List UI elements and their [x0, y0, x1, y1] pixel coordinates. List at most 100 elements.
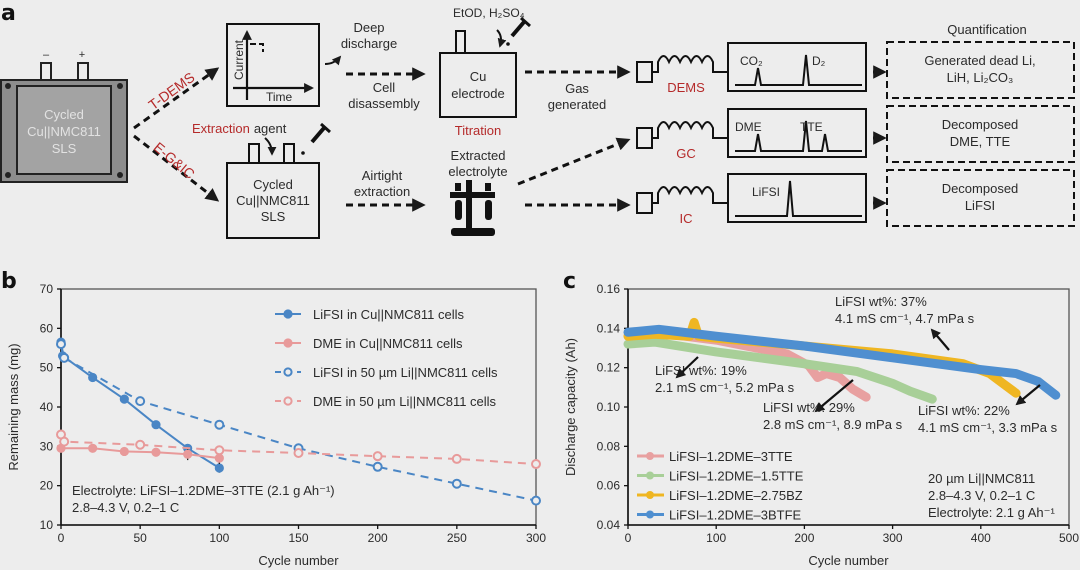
capacity-curve-1	[623, 337, 937, 404]
reagent-label: EtOD, H₂SO₄	[453, 6, 525, 20]
panel-a-label: a	[1, 1, 16, 26]
data-point	[151, 420, 161, 430]
y-tick-label: 0.16	[597, 282, 621, 296]
to-gc-arrow	[517, 137, 631, 186]
cell-label-line1: Cycled	[44, 107, 84, 122]
quantification-line2: DME, TTE	[950, 134, 1011, 149]
x-tick-label: 500	[1059, 531, 1079, 545]
y-tick-label: 40	[40, 400, 54, 414]
cu-electrode-box: EtOD, H₂SO₄ Cu electrode Titration	[439, 6, 531, 138]
cycled-cell-pouch: – + Cycled Cu||NMC811 SLS	[0, 49, 128, 183]
legend-marker	[646, 452, 654, 460]
callout-line2: 4.1 mS cm⁻¹, 3.3 mPa s	[918, 420, 1058, 435]
coil-icon	[652, 186, 728, 204]
extraction-word: Extraction	[192, 121, 250, 136]
quantification-box	[886, 41, 1075, 99]
instrument-inlet	[636, 127, 653, 149]
data-point	[531, 495, 541, 506]
instrument-inlet	[636, 192, 653, 214]
callout-arrow	[1015, 384, 1041, 406]
data-point	[135, 439, 146, 450]
minus-terminal-label: –	[43, 49, 50, 61]
x-tick-label: 100	[209, 531, 229, 545]
quantification-box	[886, 169, 1075, 227]
legend-marker	[646, 471, 654, 480]
callout-line2: 2.8 mS cm⁻¹, 8.9 mPa s	[763, 417, 903, 432]
legend-marker	[283, 396, 293, 406]
instrument-group: DEMS CO₂ D₂ GC DME TTE IC LiFSI	[636, 42, 887, 226]
legend-marker	[646, 510, 654, 519]
chart-b: 0 50 100 150 200 250 300 10 20 30 40 50 60 70 Cycle nu…	[6, 282, 546, 568]
data-point	[56, 339, 66, 350]
data-point	[151, 447, 161, 457]
quantification-line2: LiFSI	[965, 198, 995, 213]
x-tick-label: 400	[971, 531, 991, 545]
legend-label: DME in 50 µm Li||NMC811 cells	[313, 394, 497, 409]
coil-icon	[652, 121, 728, 139]
legend-label: LiFSI in Cu||NMC811 cells	[313, 307, 465, 322]
data-point	[135, 396, 146, 407]
data-point	[372, 461, 383, 472]
x-tick-label: 300	[883, 531, 903, 545]
y-axis-title: Remaining mass (mg)	[6, 343, 21, 470]
deep-discharge-line1: Deep	[353, 20, 384, 35]
chromatogram-box	[727, 42, 867, 92]
y-tick-label: 50	[40, 361, 54, 375]
extracted-line2: electrolyte	[448, 164, 507, 179]
legend-label: LiFSI–1.2DME–3TTE	[669, 449, 793, 464]
instrument-inlet	[636, 61, 653, 83]
chromatogram-trace	[735, 120, 862, 152]
dropper-icon	[301, 122, 331, 155]
callout-line1: LiFSI wt%: 29%	[763, 400, 855, 415]
data-point	[183, 449, 193, 459]
legend-marker	[283, 309, 293, 319]
annotation-line1: Electrolyte: LiFSI–1.2DME–3TTE (2.1 g Ah…	[72, 483, 335, 498]
data-point	[451, 478, 462, 489]
y-tick-label: 0.08	[597, 439, 621, 453]
peak-label: D₂	[812, 54, 826, 68]
plus-terminal-label: +	[79, 49, 85, 61]
cu-electrode-line1: Cu	[470, 69, 487, 84]
legend-marker	[646, 491, 654, 499]
cell2-line2: Cu||NMC811	[236, 193, 310, 208]
peak-label: DME	[735, 120, 762, 134]
data-point	[88, 443, 98, 453]
route-arrow-egic	[133, 134, 220, 202]
y-tick-label: 10	[40, 518, 54, 532]
callout-line1: LiFSI wt%: 37%	[835, 294, 927, 309]
legend-label: LiFSI in 50 µm Li||NMC811 cells	[313, 365, 498, 380]
extraction-agent-label: Extraction agent	[192, 121, 287, 136]
y-tick-label: 30	[40, 439, 54, 453]
quantification-line1: Generated dead Li,	[924, 53, 1035, 68]
cell2-line1: Cycled	[253, 177, 293, 192]
cell-label-line3: SLS	[52, 141, 77, 156]
legend-marker	[283, 338, 293, 348]
data-point	[59, 436, 70, 447]
titration-label: Titration	[455, 123, 501, 138]
y-tick-label: 60	[40, 321, 54, 335]
y-tick-label: 0.06	[597, 479, 621, 493]
chromatogram-trace	[735, 54, 862, 86]
route-label-egic: E-G&IC	[151, 139, 198, 182]
series-line-2	[60, 343, 537, 502]
gas-generated-line1: Gas	[565, 81, 589, 96]
x-axis-title: Cycle number	[258, 553, 339, 568]
data-point	[214, 419, 225, 430]
quantification-box	[886, 105, 1075, 163]
x-tick-label: 300	[526, 531, 546, 545]
data-point	[531, 459, 541, 470]
x-tick-label: 150	[288, 531, 308, 545]
panel-b-label: b	[1, 269, 17, 294]
x-tick-label: 0	[625, 531, 632, 545]
panel-c-label: c	[563, 269, 576, 294]
data-point	[119, 446, 129, 457]
airtight-line2: extraction	[354, 184, 410, 199]
panel-c: c 0 100 200 300 400 500 0.04 0.06 0.08 0.10 0.12 0.…	[563, 269, 1079, 568]
instrument-label-ic: IC	[680, 211, 693, 226]
instrument-label-gc: GC	[676, 146, 696, 161]
y-tick-label: 20	[40, 479, 54, 493]
cu-electrode-line2: electrode	[451, 86, 504, 101]
current-axis-label: Current	[232, 39, 246, 80]
route-label-tdems: T-DEMS	[145, 69, 197, 113]
x-tick-label: 100	[706, 531, 726, 545]
